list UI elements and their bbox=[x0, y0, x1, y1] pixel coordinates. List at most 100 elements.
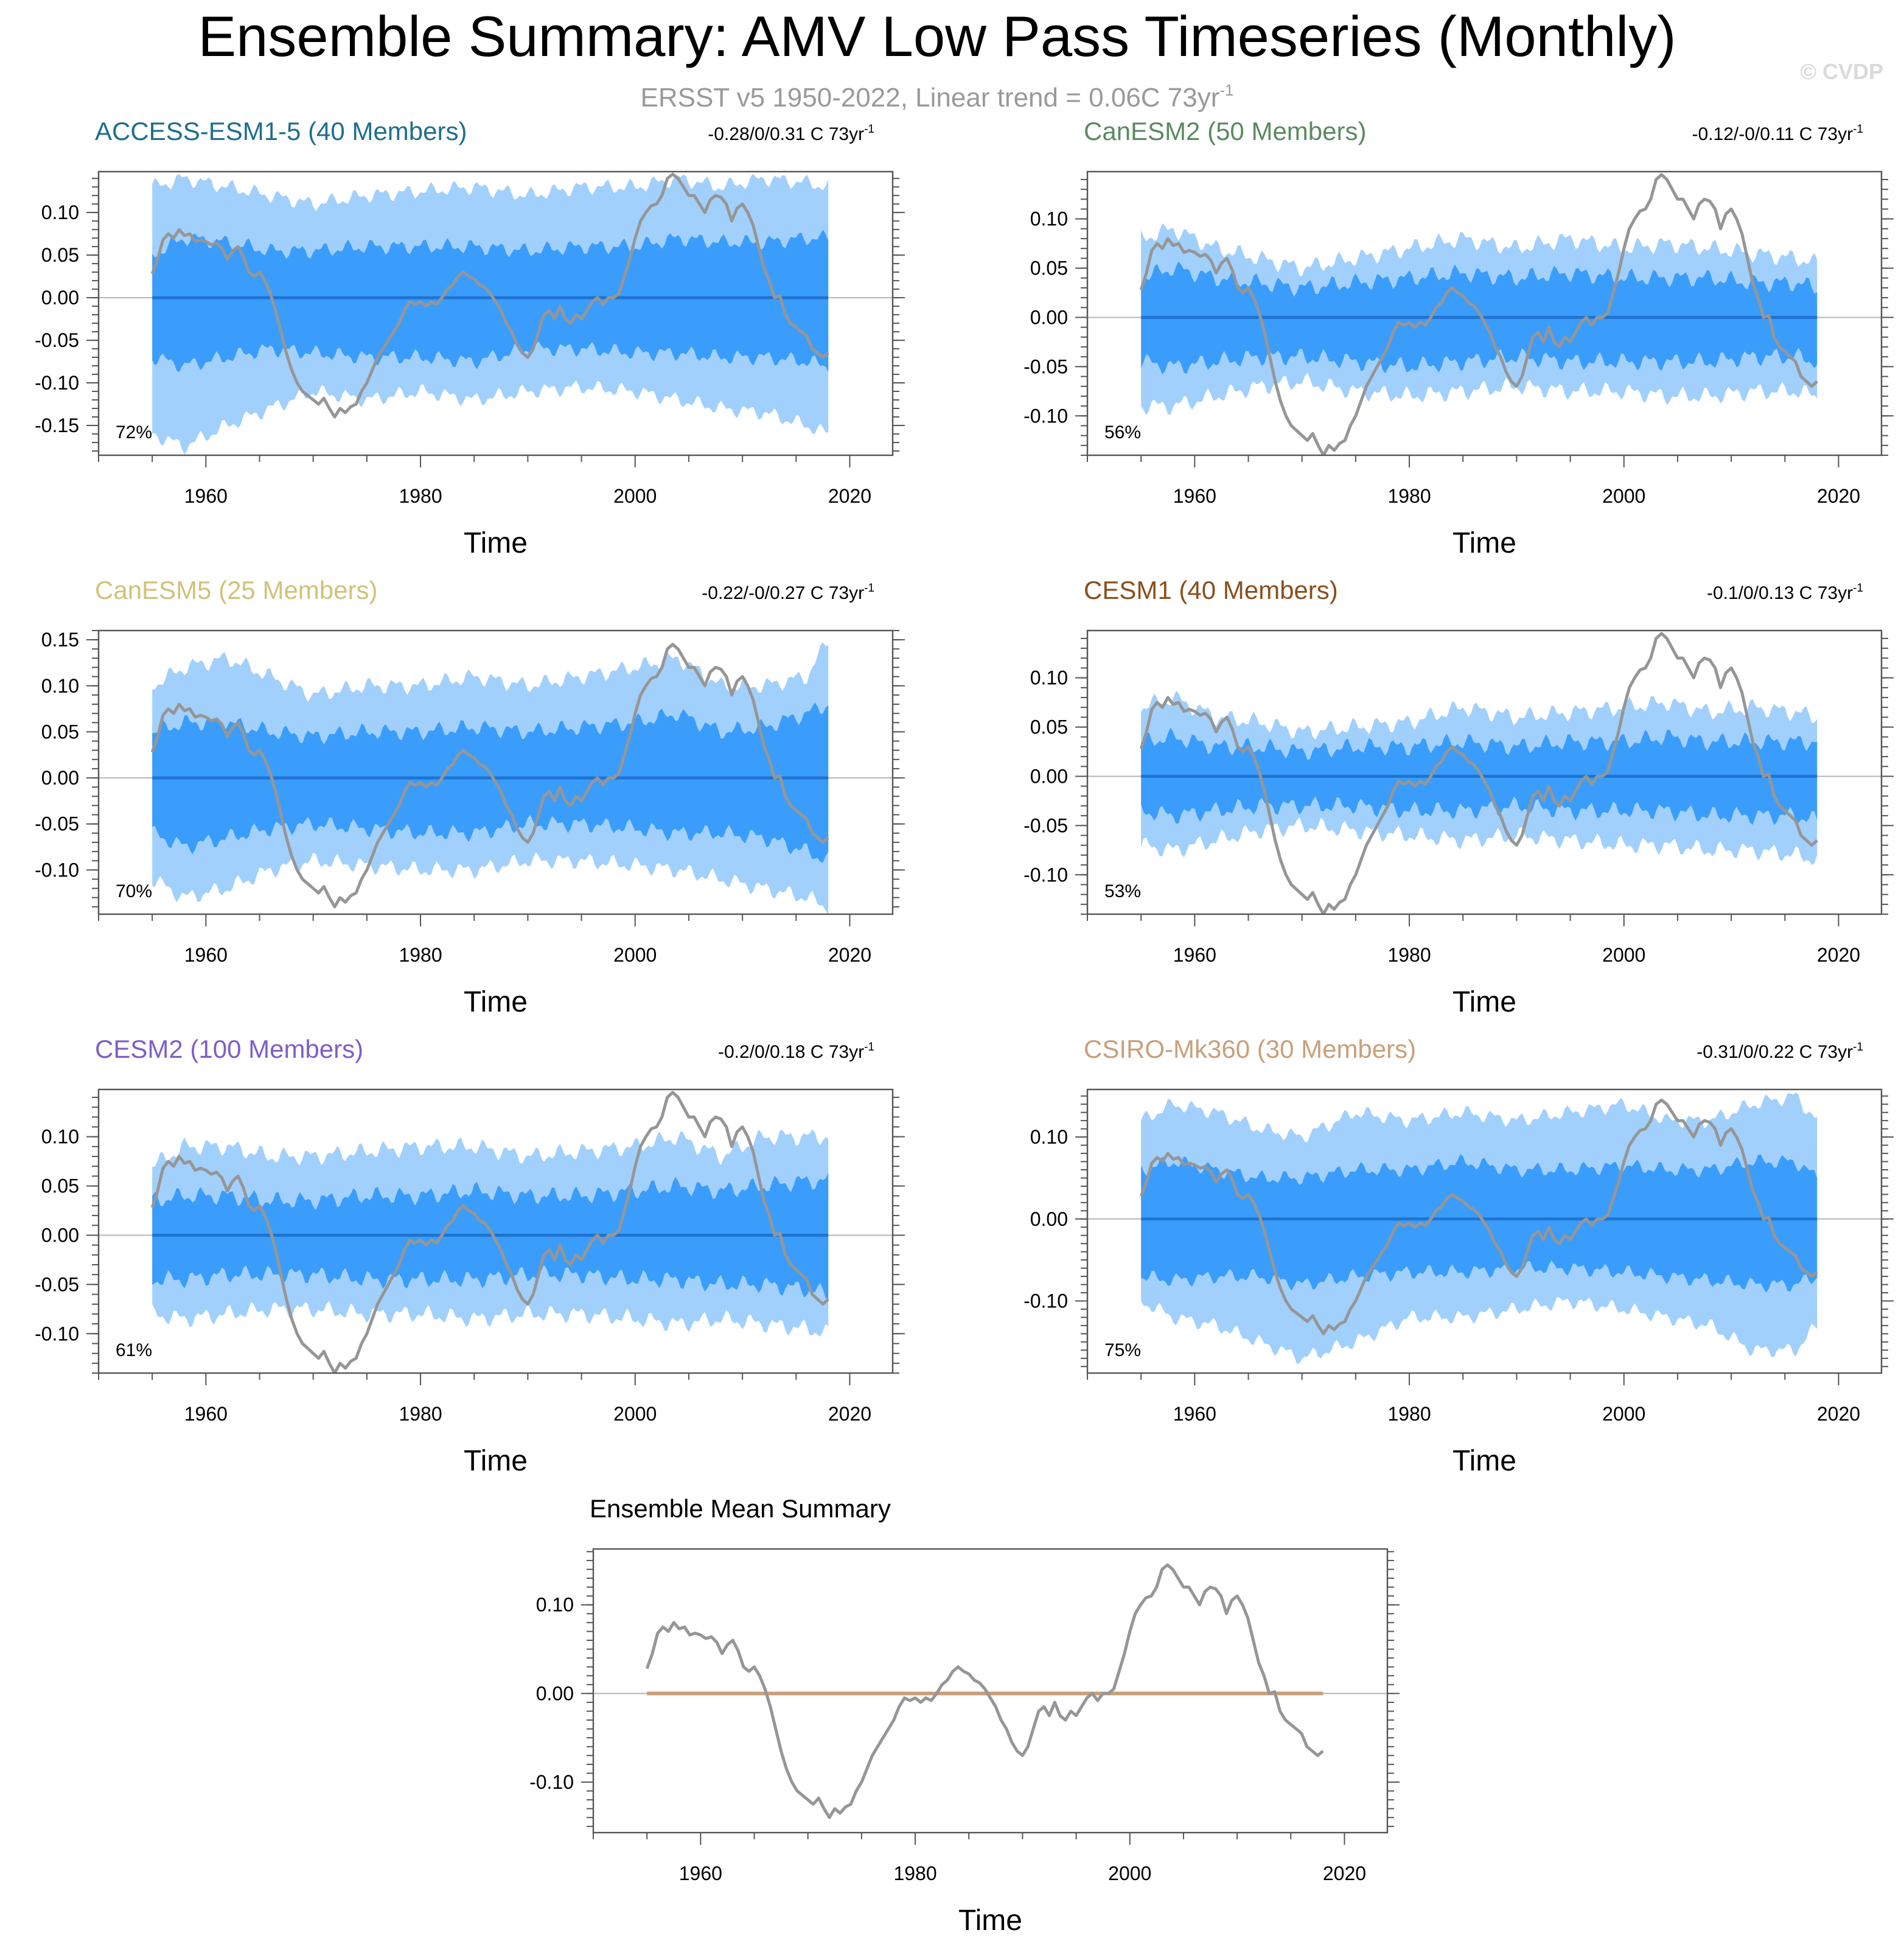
x-axis-title-canesm5: Time bbox=[464, 986, 528, 1018]
figure-title: Ensemble Summary: AMV Low Pass Timeserie… bbox=[198, 4, 1676, 68]
y-tick-label-canesm5: -0.05 bbox=[35, 813, 79, 835]
x-tick-label-cesm1: 2020 bbox=[1817, 944, 1860, 966]
x-tick-label-canesm2: 1960 bbox=[1173, 485, 1216, 507]
x-tick-label-canesm2: 2000 bbox=[1602, 485, 1645, 507]
y-tick-label-access: 0.00 bbox=[41, 287, 79, 309]
figure-subtitle-text: ERSST v5 1950-2022, Linear trend = 0.06C… bbox=[640, 83, 1219, 113]
x-tick-label-csiro: 1980 bbox=[1387, 1403, 1431, 1425]
inner-band-access bbox=[152, 229, 829, 372]
plot-frame-summary bbox=[592, 1548, 1389, 1834]
plot-frame-cesm2 bbox=[97, 1088, 894, 1374]
percent-label-canesm2: 56% bbox=[1104, 422, 1141, 442]
plot-frame-canesm5 bbox=[97, 629, 894, 915]
y-tick-label-canesm2: 0.00 bbox=[1030, 306, 1068, 328]
x-tick-label-csiro: 1960 bbox=[1173, 1403, 1216, 1425]
y-tick-label-canesm2: -0.10 bbox=[1023, 405, 1068, 427]
range-label-superscript-cesm2: -1 bbox=[864, 1041, 874, 1054]
range-label-text-canesm2: -0.12/-0/0.11 C 73yr bbox=[1692, 124, 1853, 144]
x-tick-label-canesm5: 1980 bbox=[399, 944, 442, 966]
range-label-text-canesm5: -0.22/-0/0.27 C 73yr bbox=[702, 583, 864, 603]
plot-frame-access bbox=[97, 170, 894, 456]
x-tick-label-csiro: 2000 bbox=[1602, 1403, 1645, 1425]
observed-line-summary bbox=[645, 1563, 1324, 1819]
y-tick-label-canesm5: 0.10 bbox=[41, 675, 79, 697]
plot-frame-canesm2 bbox=[1086, 170, 1883, 456]
y-tick-label-cesm2: 0.05 bbox=[41, 1175, 79, 1197]
panel-canesm5: 0.15 0.10 0.05 0.00 -0.05 -0.10 1960 1980 2000 20… bbox=[35, 576, 905, 1018]
x-tick-label-access: 1980 bbox=[399, 485, 442, 507]
x-tick-label-cesm1: 1980 bbox=[1387, 944, 1431, 966]
cvdp-watermark: © CVDP bbox=[1800, 59, 1883, 84]
y-tick-label-cesm2: -0.10 bbox=[35, 1323, 79, 1344]
range-label-superscript-canesm2: -1 bbox=[1853, 123, 1863, 136]
percent-label-cesm1: 53% bbox=[1104, 881, 1141, 901]
inner-band-canesm5 bbox=[152, 702, 829, 863]
range-label-csiro: -0.31/0/0.22 C 73yr-1 bbox=[1697, 1041, 1863, 1062]
y-tick-label-cesm1: -0.10 bbox=[1023, 864, 1068, 886]
x-tick-label-canesm5: 2020 bbox=[828, 944, 871, 966]
x-tick-label-summary: 2000 bbox=[1108, 1862, 1151, 1884]
y-tick-label-cesm1: -0.05 bbox=[1023, 814, 1068, 836]
plot-frame-cesm1 bbox=[1086, 629, 1883, 915]
y-tick-label-canesm2: -0.05 bbox=[1023, 355, 1068, 377]
range-label-text-access: -0.28/0/0.31 C 73yr bbox=[708, 124, 864, 144]
y-tick-label-canesm5: 0.15 bbox=[41, 629, 79, 651]
percent-label-cesm2: 61% bbox=[116, 1340, 152, 1360]
panel-canesm2: 0.10 0.05 0.00 -0.05 -0.10 1960 1980 2000 2020 Ti… bbox=[1023, 117, 1894, 559]
x-axis-title-csiro: Time bbox=[1452, 1445, 1516, 1477]
range-label-cesm1: -0.1/0/0.13 C 73yr-1 bbox=[1707, 582, 1863, 603]
panel-title-cesm1: CESM1 (40 Members) bbox=[1084, 576, 1338, 604]
panel-title-access: ACCESS-ESM1-5 (40 Members) bbox=[95, 117, 467, 145]
y-tick-label-csiro: 0.00 bbox=[1030, 1208, 1068, 1230]
range-label-superscript-access: -1 bbox=[864, 123, 874, 136]
y-tick-label-cesm1: 0.00 bbox=[1030, 765, 1068, 787]
x-tick-label-cesm2: 2000 bbox=[613, 1403, 657, 1425]
plot-area-cesm1 bbox=[1087, 632, 1881, 914]
y-tick-label-canesm2: 0.05 bbox=[1030, 257, 1068, 279]
observed-line-canesm2 bbox=[1139, 173, 1818, 455]
x-tick-label-access: 2000 bbox=[613, 485, 657, 507]
x-tick-label-cesm2: 2020 bbox=[828, 1403, 871, 1425]
range-label-canesm2: -0.12/-0/0.11 C 73yr-1 bbox=[1692, 123, 1864, 144]
y-tick-label-summary: 0.10 bbox=[536, 1594, 574, 1616]
y-tick-label-cesm2: 0.00 bbox=[41, 1224, 79, 1246]
x-axis-title-access: Time bbox=[464, 527, 528, 559]
observed-line-canesm5 bbox=[150, 643, 829, 909]
percent-label-canesm5: 70% bbox=[116, 881, 152, 901]
y-tick-label-access: -0.15 bbox=[35, 414, 79, 436]
x-tick-label-canesm5: 1960 bbox=[184, 944, 228, 966]
panel-title-csiro: CSIRO-Mk360 (30 Members) bbox=[1084, 1035, 1416, 1063]
observed-line-csiro bbox=[1139, 1099, 1818, 1335]
y-tick-label-cesm1: 0.10 bbox=[1030, 667, 1068, 689]
panel-title-canesm5: CanESM5 (25 Members) bbox=[95, 576, 377, 604]
y-tick-label-access: -0.05 bbox=[35, 329, 79, 351]
plot-area-canesm5 bbox=[99, 642, 893, 914]
y-tick-label-canesm5: 0.00 bbox=[41, 767, 79, 789]
range-label-canesm5: -0.22/-0/0.27 C 73yr-1 bbox=[702, 582, 874, 603]
range-label-superscript-csiro: -1 bbox=[1853, 1041, 1863, 1054]
panel-cesm2: 0.10 0.05 0.00 -0.05 -0.10 1960 1980 2000 2020 Ti… bbox=[35, 1035, 905, 1477]
x-tick-label-access: 2020 bbox=[828, 485, 871, 507]
panel-csiro: 0.10 0.00 -0.10 1960 1980 2000 2020 Time CSIRO-M… bbox=[1023, 1035, 1894, 1477]
x-tick-label-cesm2: 1960 bbox=[184, 1403, 228, 1425]
x-tick-label-canesm5: 2000 bbox=[613, 944, 657, 966]
percent-label-csiro: 75% bbox=[1104, 1340, 1141, 1360]
y-tick-label-summary: 0.00 bbox=[536, 1682, 574, 1704]
figure-subtitle: ERSST v5 1950-2022, Linear trend = 0.06C… bbox=[640, 81, 1233, 113]
y-tick-label-access: 0.05 bbox=[41, 244, 79, 266]
panel-title-canesm2: CanESM2 (50 Members) bbox=[1084, 117, 1366, 145]
y-tick-label-canesm5: 0.05 bbox=[41, 721, 79, 743]
panel-title-summary: Ensemble Mean Summary bbox=[590, 1494, 891, 1523]
range-label-access: -0.28/0/0.31 C 73yr-1 bbox=[708, 123, 874, 144]
x-axis-title-canesm2: Time bbox=[1452, 527, 1516, 559]
observed-line-cesm2 bbox=[150, 1091, 829, 1373]
panel-access: 0.10 0.05 0.00 -0.05 -0.10 -0.15 1960 1980 2000 2… bbox=[35, 117, 905, 559]
x-tick-label-summary: 1960 bbox=[679, 1862, 722, 1884]
x-tick-label-access: 1960 bbox=[184, 485, 228, 507]
y-tick-label-canesm2: 0.10 bbox=[1030, 208, 1068, 230]
panel-title-cesm2: CESM2 (100 Members) bbox=[95, 1035, 363, 1063]
plot-frame-csiro bbox=[1086, 1088, 1883, 1374]
panel-grid: 0.10 0.05 0.00 -0.05 -0.10 -0.15 1960 1980 2000 2… bbox=[35, 117, 1894, 1937]
observed-line-access bbox=[150, 172, 829, 419]
